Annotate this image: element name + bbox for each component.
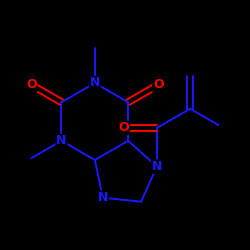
Text: N: N bbox=[152, 160, 162, 173]
Text: N: N bbox=[90, 76, 100, 90]
Text: O: O bbox=[26, 78, 37, 92]
Text: N: N bbox=[98, 191, 108, 204]
Text: N: N bbox=[56, 134, 67, 147]
Text: O: O bbox=[119, 122, 130, 134]
Text: O: O bbox=[153, 78, 164, 92]
